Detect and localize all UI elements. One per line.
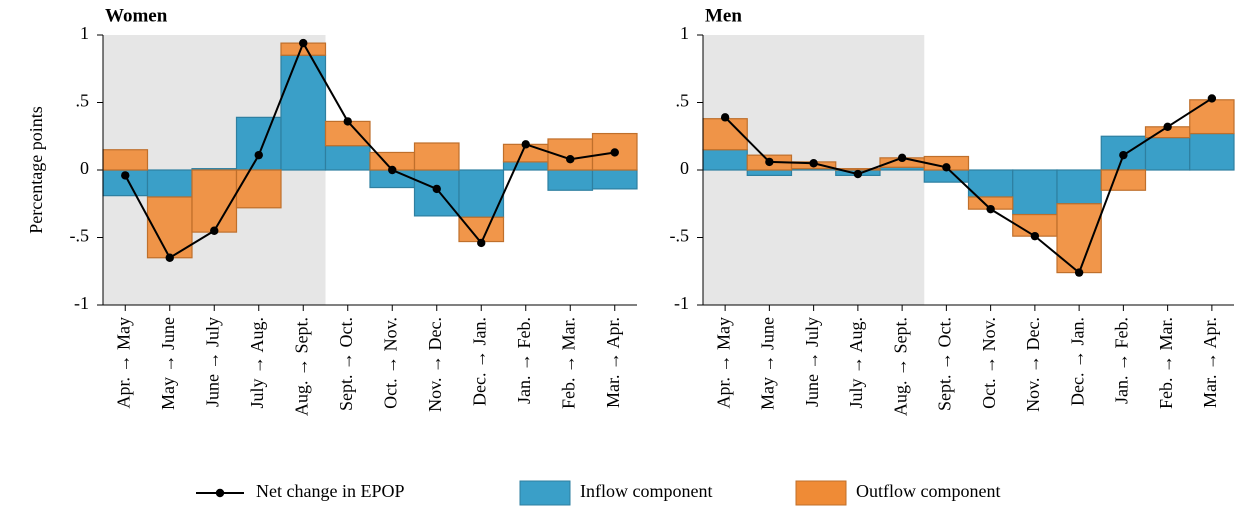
- y-tick-label: 0: [80, 158, 89, 178]
- y-tick-label: 1: [680, 23, 689, 43]
- bar: [591, 169, 638, 190]
- x-tick-label: Sept. → Oct.: [336, 317, 356, 411]
- x-tick-label: Oct. → Nov.: [380, 317, 400, 409]
- line-point: [566, 155, 575, 164]
- x-tick-label: Mar. → Apr.: [1200, 317, 1220, 408]
- y-tick-label: 0: [680, 158, 689, 178]
- x-tick-label: Oct. → Nov.: [979, 317, 999, 409]
- x-tick-label: June → July: [802, 317, 822, 407]
- x-tick-label: Feb. → Mar.: [558, 317, 578, 409]
- x-tick-label: May → June: [758, 317, 778, 410]
- line-point: [853, 169, 863, 179]
- line-point: [1163, 122, 1172, 131]
- bar: [235, 116, 282, 171]
- bar: [702, 149, 748, 171]
- x-tick-label: July → Aug.: [846, 317, 866, 409]
- line-point: [942, 163, 951, 172]
- x-tick-label: Jan. → Feb.: [514, 317, 534, 404]
- legend-swatch: [795, 480, 847, 506]
- bar: [1056, 203, 1102, 274]
- legend-swatch: [519, 480, 571, 506]
- legend-label: Outflow component: [856, 481, 1000, 501]
- x-tick-label: Apr. → May: [713, 317, 733, 409]
- bar: [324, 120, 371, 147]
- line-point: [521, 140, 530, 149]
- line-point: [897, 153, 907, 163]
- line-point: [809, 159, 818, 168]
- panel: Women Percentage points -1 -.5 0 .5 1 Apr. → Ma…: [26, 5, 638, 416]
- x-tick-label: Jan. → Feb.: [1112, 317, 1132, 404]
- x-tick-label: Feb. → Mar.: [1156, 317, 1176, 409]
- line-point: [388, 165, 397, 175]
- legend-label: Net change in EPOP: [256, 481, 404, 501]
- legend-label: Inflow component: [580, 481, 712, 501]
- bar: [146, 169, 193, 198]
- bar: [458, 216, 505, 243]
- x-tick-label: July → Aug.: [247, 317, 267, 409]
- y-tick-label: -1: [674, 293, 689, 313]
- line-point: [343, 117, 352, 126]
- y-tick-label: -.5: [670, 226, 690, 246]
- bar: [324, 145, 371, 171]
- line-point: [299, 38, 308, 48]
- x-tick-label: June → July: [202, 317, 222, 407]
- y-tick-label: -1: [74, 293, 89, 313]
- legend-marker: [215, 488, 225, 498]
- x-tick-label: Nov. → Dec.: [1023, 317, 1043, 412]
- bar: [191, 169, 238, 233]
- line-point: [720, 113, 730, 122]
- line-point: [1207, 94, 1217, 103]
- line-point: [210, 226, 219, 235]
- line-point: [1030, 231, 1040, 241]
- bar: [923, 169, 970, 183]
- line-point: [121, 171, 130, 180]
- x-tick-label: Aug. → Sept.: [890, 317, 910, 416]
- x-tick-label: Dec. → Jan.: [1067, 317, 1087, 406]
- bar: [746, 169, 793, 177]
- line-point: [477, 238, 486, 248]
- y-tick-label: 1: [80, 23, 89, 43]
- bar: [413, 142, 460, 171]
- line-point: [254, 150, 263, 160]
- bar: [1144, 137, 1191, 171]
- y-tick-label: .5: [76, 91, 90, 111]
- x-tick-label: Mar. → Apr.: [603, 317, 623, 408]
- line-point: [610, 148, 619, 157]
- line: [124, 40, 615, 260]
- bar: [547, 169, 594, 191]
- panel: Men -1 -.5 0 .5 1 Apr. → May May → June June → J…: [670, 5, 1235, 416]
- bar: [1189, 132, 1235, 171]
- line: [724, 97, 1213, 275]
- bar: [235, 169, 282, 209]
- bar: [280, 54, 327, 171]
- bar: [1189, 99, 1235, 135]
- x-tick-label: May → June: [158, 317, 178, 410]
- y-tick-label: -.5: [70, 226, 90, 246]
- panel-title: Women: [105, 5, 168, 26]
- bar: [967, 169, 1014, 198]
- x-tick-label: Dec. → Jan.: [469, 317, 489, 406]
- x-tick-label: Apr. → May: [113, 317, 133, 409]
- bar: [1012, 169, 1058, 216]
- y-axis-label: Percentage points: [26, 106, 46, 233]
- line-point: [1074, 268, 1084, 277]
- x-tick-label: Nov. → Dec.: [425, 317, 445, 412]
- line-point: [765, 157, 774, 167]
- bar: [1100, 169, 1147, 191]
- y-tick-label: .5: [676, 91, 690, 111]
- line-point: [432, 184, 441, 194]
- bar: [502, 161, 549, 171]
- legend: Net change in EPOP Inflow component Outflo…: [196, 480, 1000, 506]
- bar: [1056, 169, 1102, 205]
- line-point: [986, 204, 995, 214]
- bar: [102, 149, 149, 171]
- x-tick-label: Aug. → Sept.: [291, 317, 311, 416]
- line-point: [1119, 150, 1128, 160]
- panel-title: Men: [705, 5, 742, 26]
- line-point: [165, 253, 174, 262]
- x-tick-label: Sept. → Oct.: [935, 317, 955, 411]
